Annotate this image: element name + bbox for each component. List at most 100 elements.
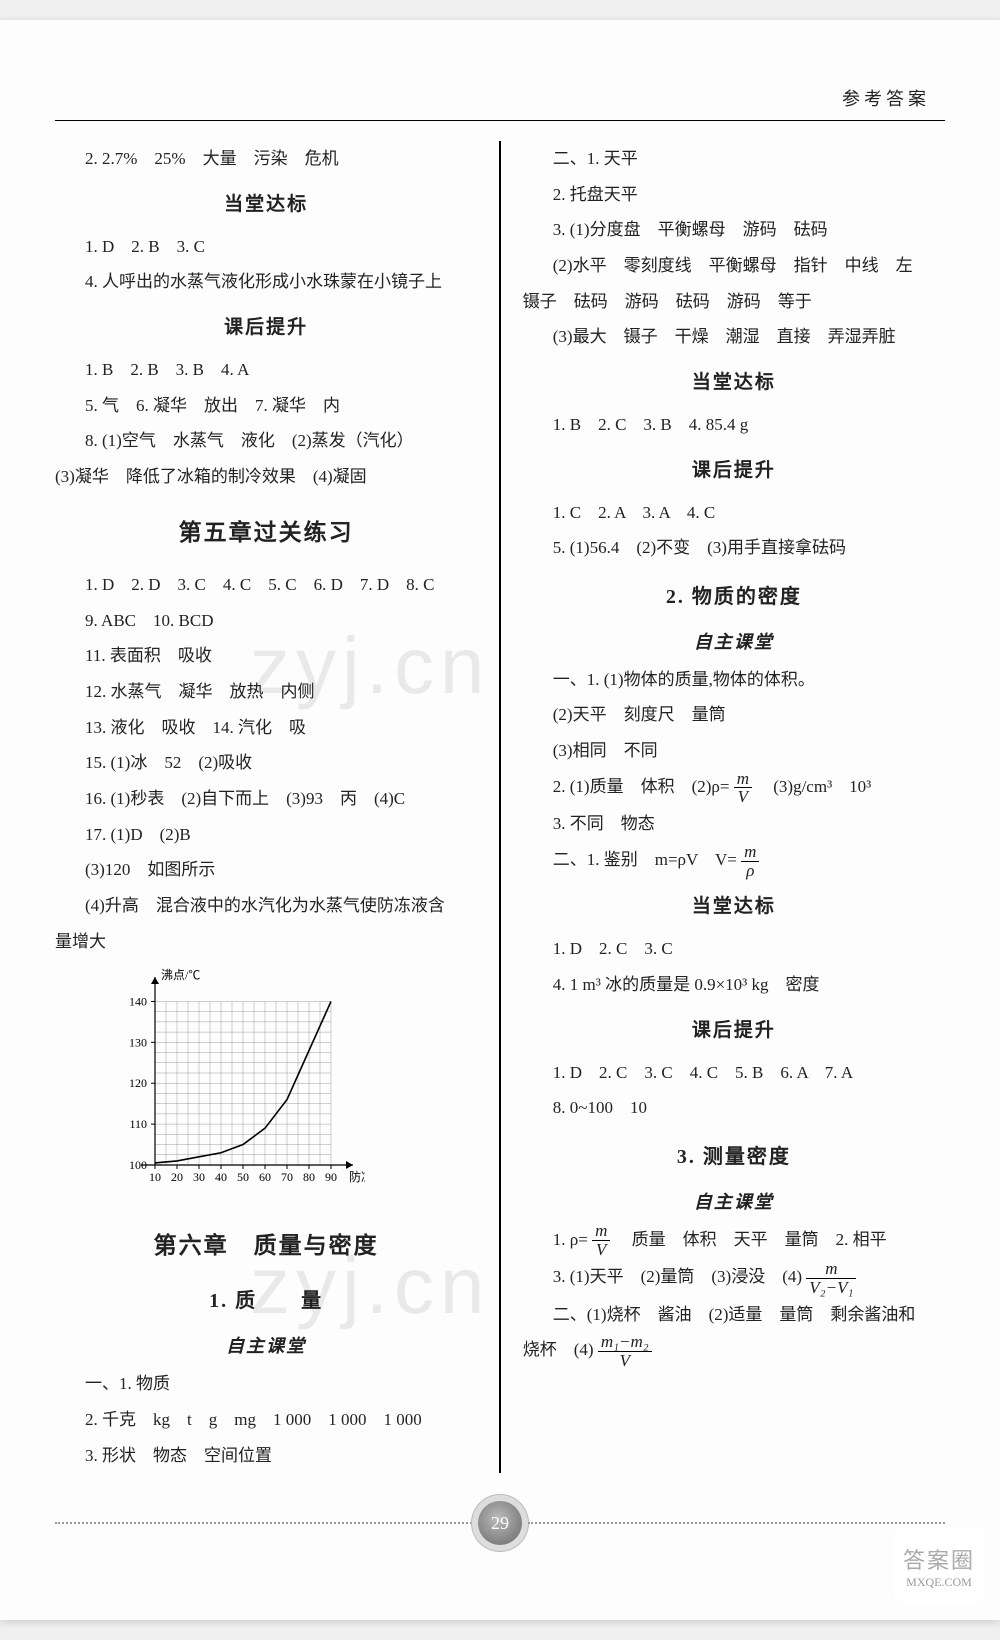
fraction: m₁−m₂ V xyxy=(598,1333,652,1370)
numerator: m xyxy=(741,843,759,862)
heading-zizhu: 自主课堂 xyxy=(55,1328,477,1366)
svg-text:40: 40 xyxy=(215,1170,227,1184)
denominator: V xyxy=(598,1352,652,1370)
line: 1. ρ= m V 质量 体积 天平 量筒 2. 相平 xyxy=(523,1222,945,1259)
line: 烧杯 (4) m₁−m₂ V xyxy=(523,1332,945,1369)
line: 2. 千克 kg t g mg 1 000 1 000 1 000 xyxy=(55,1402,477,1438)
svg-text:120: 120 xyxy=(129,1077,147,1091)
denominator: V₂−V₁ xyxy=(806,1279,856,1297)
line: (3)120 如图所示 xyxy=(55,852,477,888)
line: 3. 不同 物态 xyxy=(523,806,945,842)
text: (3)g/cm³ 10³ xyxy=(756,777,871,796)
svg-text:沸点/℃: 沸点/℃ xyxy=(161,968,200,982)
line: (3)相同 不同 xyxy=(523,733,945,769)
denominator: V xyxy=(734,788,752,806)
svg-text:90: 90 xyxy=(325,1170,337,1184)
line: 1. B 2. B 3. B 4. A xyxy=(55,352,477,388)
chart-boiling-point: 102030405060708090100110120130140沸点/℃防冻液… xyxy=(85,965,477,1208)
line: 镊子 砝码 游码 砝码 游码 等于 xyxy=(523,284,945,320)
line: 3. (1)天平 (2)量筒 (3)浸没 (4) m V₂−V₁ xyxy=(523,1259,945,1296)
text: 2. (1)质量 体积 (2)ρ= xyxy=(553,777,730,796)
heading-section-3: 3. 测量密度 xyxy=(523,1136,945,1178)
page-number-row: 29 xyxy=(55,1501,945,1545)
line: 4. 人呼出的水蒸气液化形成小水珠蒙在小镜子上 xyxy=(55,264,477,300)
line: 8. 0~100 10 xyxy=(523,1090,945,1126)
heading-kehou: 课后提升 xyxy=(523,1011,945,1051)
heading-section-2: 2. 物质的密度 xyxy=(523,576,945,618)
numerator: m xyxy=(734,770,752,789)
line: (3)凝华 降低了冰箱的制冷效果 (4)凝固 xyxy=(55,459,477,495)
line: 3. (1)分度盘 平衡螺母 游码 砝码 xyxy=(523,212,945,248)
fraction: m V₂−V₁ xyxy=(806,1260,856,1297)
line: 2. 托盘天平 xyxy=(523,177,945,213)
column-left: 2. 2.7% 25% 大量 污染 危机 当堂达标 1. D 2. B 3. C… xyxy=(55,141,499,1473)
line: 4. 1 m³ 冰的质量是 0.9×10³ kg 密度 xyxy=(523,967,945,1003)
heading-zizhu: 自主课堂 xyxy=(523,624,945,662)
line: (4)升高 混合液中的水汽化为水蒸气使防冻液含 xyxy=(55,888,477,924)
fraction: m V xyxy=(592,1222,610,1259)
line: 2. (1)质量 体积 (2)ρ= m V (3)g/cm³ 10³ xyxy=(523,769,945,806)
line: 3. 形状 物态 空间位置 xyxy=(55,1438,477,1474)
line: 13. 液化 吸收 14. 汽化 吸 xyxy=(55,710,477,746)
dotline-right xyxy=(528,1522,945,1524)
line: 12. 水蒸气 凝华 放热 内侧 xyxy=(55,674,477,710)
page-number-badge: 29 xyxy=(478,1501,522,1545)
svg-text:140: 140 xyxy=(129,995,147,1009)
line: 一、1. 物质 xyxy=(55,1366,477,1402)
line: 1. B 2. C 3. B 4. 85.4 g xyxy=(523,407,945,443)
numerator: m xyxy=(592,1222,610,1241)
header-rule xyxy=(55,120,945,121)
line: 16. (1)秒表 (2)自下而上 (3)93 丙 (4)C xyxy=(55,781,477,817)
heading-chapter5: 第五章过关练习 xyxy=(55,509,477,557)
line: 二、1. 天平 xyxy=(523,141,945,177)
line: 5. 气 6. 凝华 放出 7. 凝华 内 xyxy=(55,388,477,424)
column-right: 二、1. 天平 2. 托盘天平 3. (1)分度盘 平衡螺母 游码 砝码 (2)… xyxy=(501,141,945,1473)
text: 3. (1)天平 (2)量筒 (3)浸没 (4) xyxy=(553,1267,802,1286)
heading-kehou: 课后提升 xyxy=(523,451,945,491)
denominator: V xyxy=(592,1241,610,1259)
line: (3)最大 镊子 干燥 潮湿 直接 弄湿弄脏 xyxy=(523,319,945,355)
text: 二、1. 鉴别 m=ρV V= xyxy=(553,850,737,869)
line: 1. D 2. D 3. C 4. C 5. C 6. D 7. D 8. C xyxy=(55,567,477,603)
line: 2. 2.7% 25% 大量 污染 危机 xyxy=(55,141,477,177)
fraction: m ρ xyxy=(741,843,759,880)
svg-text:20: 20 xyxy=(171,1170,183,1184)
svg-text:80: 80 xyxy=(303,1170,315,1184)
corner-watermark: 答案圈 MXQE.COM xyxy=(894,1528,984,1604)
line: 1. C 2. A 3. A 4. C xyxy=(523,495,945,531)
line: 11. 表面积 吸收 xyxy=(55,638,477,674)
svg-text:130: 130 xyxy=(129,1036,147,1050)
heading-dangtang: 当堂达标 xyxy=(55,185,477,225)
fraction: m V xyxy=(734,770,752,807)
line: 二、(1)烧杯 酱油 (2)适量 量筒 剩余酱油和 xyxy=(523,1297,945,1333)
page: zyj.cn zyj.cn 参考答案 2. 2.7% 25% 大量 污染 危机 … xyxy=(0,20,1000,1620)
svg-text:100: 100 xyxy=(129,1158,147,1172)
heading-chapter6: 第六章 质量与密度 xyxy=(55,1222,477,1270)
line: (2)水平 零刻度线 平衡螺母 指针 中线 左 xyxy=(523,248,945,284)
page-header-title: 参考答案 xyxy=(842,85,930,111)
dotline-left xyxy=(55,1522,472,1524)
line: 一、1. (1)物体的质量,物体的体积。 xyxy=(523,662,945,698)
heading-kehou: 课后提升 xyxy=(55,308,477,348)
line: 二、1. 鉴别 m=ρV V= m ρ xyxy=(523,842,945,879)
text: 1. ρ= xyxy=(553,1230,588,1249)
heading-section-1: 1. 质 量 xyxy=(55,1280,477,1322)
line: 15. (1)冰 52 (2)吸收 xyxy=(55,745,477,781)
line: 1. D 2. C 3. C 4. C 5. B 6. A 7. A xyxy=(523,1055,945,1091)
numerator: m xyxy=(806,1260,856,1279)
corner-line1: 答案圈 xyxy=(903,1543,975,1575)
svg-text:70: 70 xyxy=(281,1170,293,1184)
svg-text:60: 60 xyxy=(259,1170,271,1184)
svg-text:防冻液含量/%: 防冻液含量/% xyxy=(349,1169,365,1184)
line: 8. (1)空气 水蒸气 液化 (2)蒸发（汽化） xyxy=(55,423,477,459)
svg-text:10: 10 xyxy=(149,1170,161,1184)
line: 9. ABC 10. BCD xyxy=(55,603,477,639)
svg-text:50: 50 xyxy=(237,1170,249,1184)
line: 17. (1)D (2)B xyxy=(55,817,477,853)
svg-text:30: 30 xyxy=(193,1170,205,1184)
denominator: ρ xyxy=(741,862,759,880)
numerator: m₁−m₂ xyxy=(598,1333,652,1352)
line: (2)天平 刻度尺 量筒 xyxy=(523,697,945,733)
heading-zizhu: 自主课堂 xyxy=(523,1184,945,1222)
text: 烧杯 (4) xyxy=(523,1340,594,1359)
